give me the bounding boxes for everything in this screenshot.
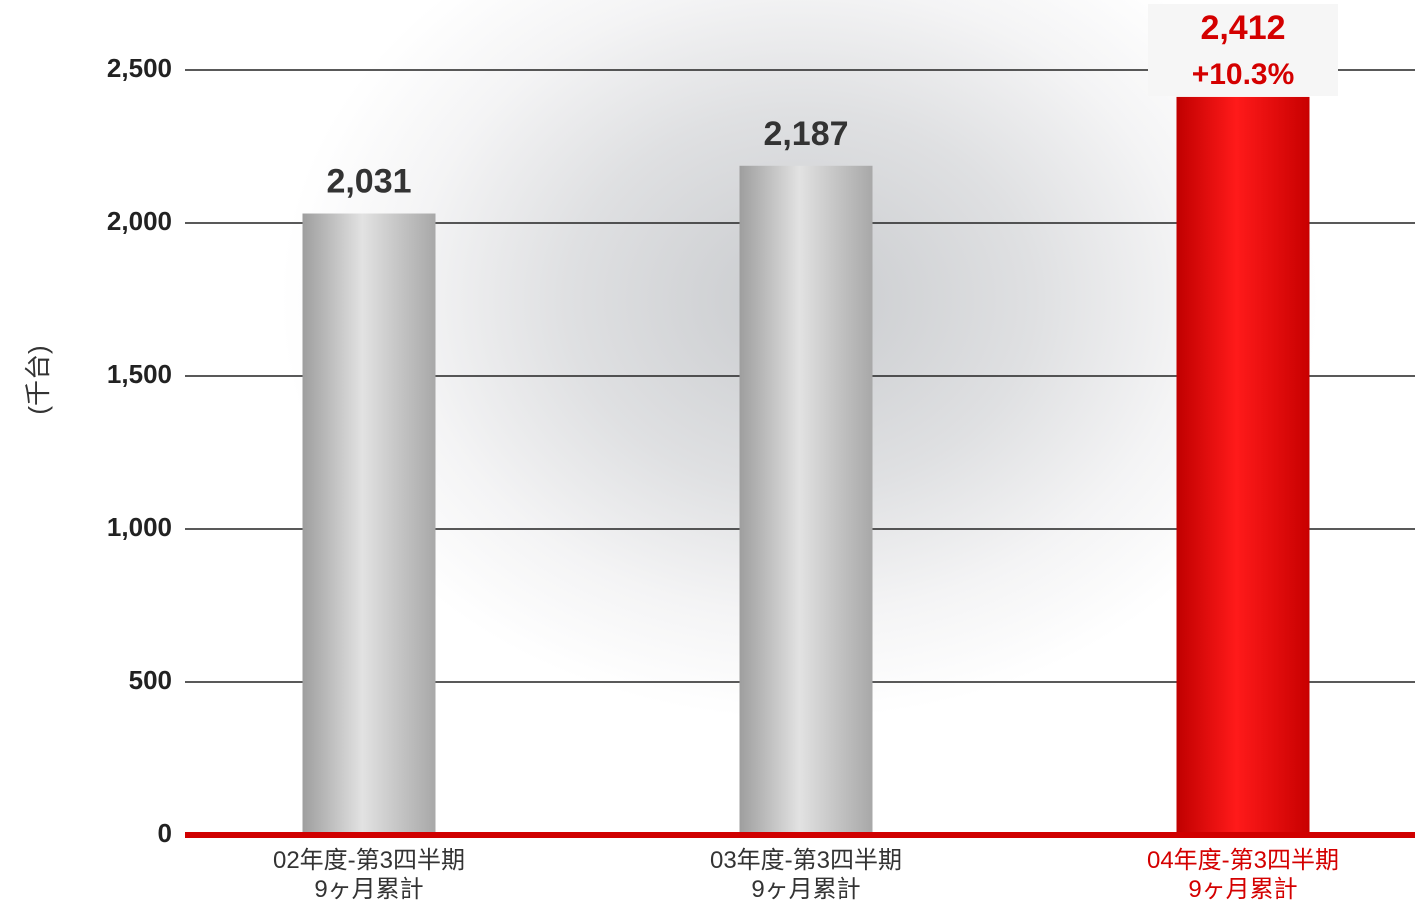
value-label: 2,187 xyxy=(763,115,848,153)
y-tick-label: 2,000 xyxy=(107,206,172,236)
x-tick-label: 03年度-第3四半期 9ヶ月累計 xyxy=(709,847,903,903)
annotation: +10.3% xyxy=(1192,58,1295,91)
value-label: 2,031 xyxy=(326,162,411,200)
y-axis-label: (千台) xyxy=(23,345,53,414)
y-tick-label: 0 xyxy=(158,818,172,848)
bar xyxy=(302,213,436,835)
y-tick-label: 2,500 xyxy=(107,53,172,83)
bar xyxy=(1176,96,1310,836)
y-tick-label: 500 xyxy=(129,665,172,695)
x-tick-label: 04年度-第3四半期 9ヶ月累計 xyxy=(1146,847,1340,903)
y-tick-label: 1,000 xyxy=(107,512,172,542)
y-tick-label: 1,500 xyxy=(107,359,172,389)
label-backing xyxy=(1148,4,1338,96)
bar xyxy=(739,165,873,835)
value-label: 2,412 xyxy=(1200,9,1285,47)
x-tick-label: 02年度-第3四半期 9ヶ月累計 xyxy=(272,847,466,903)
